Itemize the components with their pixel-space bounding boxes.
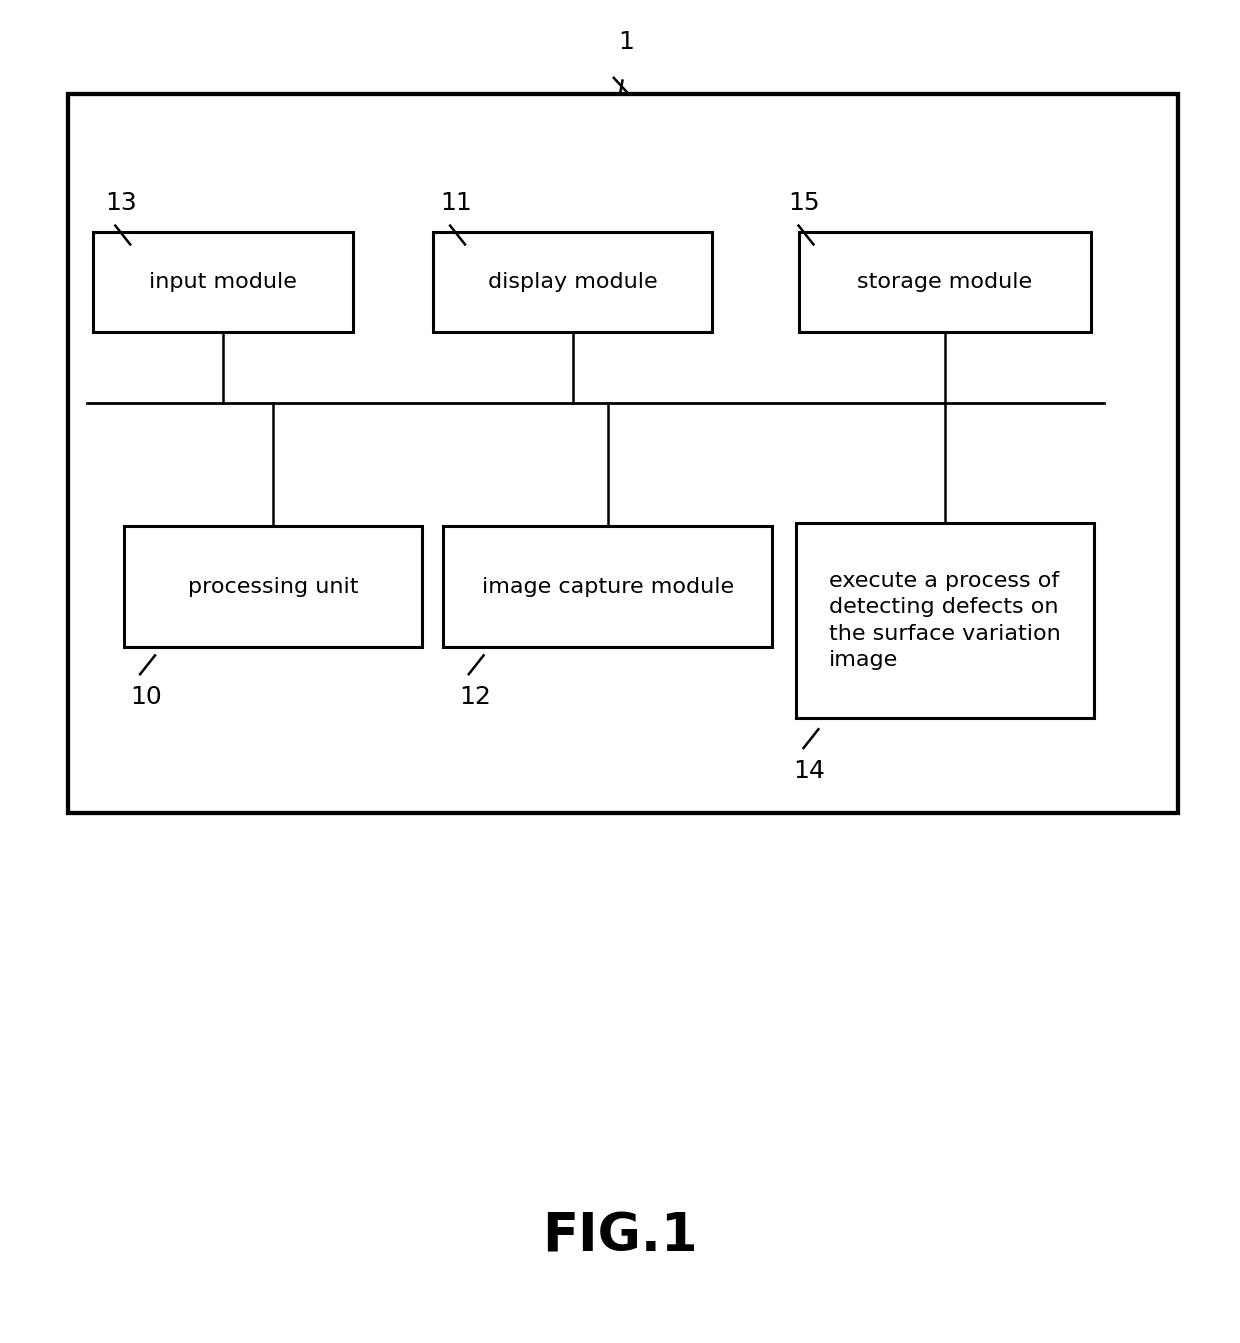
Text: image capture module: image capture module — [481, 577, 734, 596]
Text: FIG.1: FIG.1 — [542, 1210, 698, 1262]
Text: processing unit: processing unit — [187, 577, 358, 596]
Text: display module: display module — [489, 273, 657, 291]
Bar — [800, 231, 1091, 332]
Bar — [124, 526, 422, 647]
Text: 14: 14 — [794, 759, 826, 783]
Text: 13: 13 — [105, 191, 138, 215]
Bar — [796, 522, 1094, 717]
Bar — [93, 231, 353, 332]
Text: 12: 12 — [459, 685, 491, 709]
Text: 11: 11 — [440, 191, 472, 215]
Text: storage module: storage module — [857, 273, 1033, 291]
Text: input module: input module — [149, 273, 298, 291]
Text: 15: 15 — [789, 191, 821, 215]
Text: execute a process of
detecting defects on
the surface variation
image: execute a process of detecting defects o… — [830, 571, 1060, 670]
Bar — [444, 526, 771, 647]
Text: 1: 1 — [619, 30, 634, 54]
Bar — [434, 231, 713, 332]
Bar — [68, 94, 1178, 813]
Text: 10: 10 — [130, 685, 162, 709]
